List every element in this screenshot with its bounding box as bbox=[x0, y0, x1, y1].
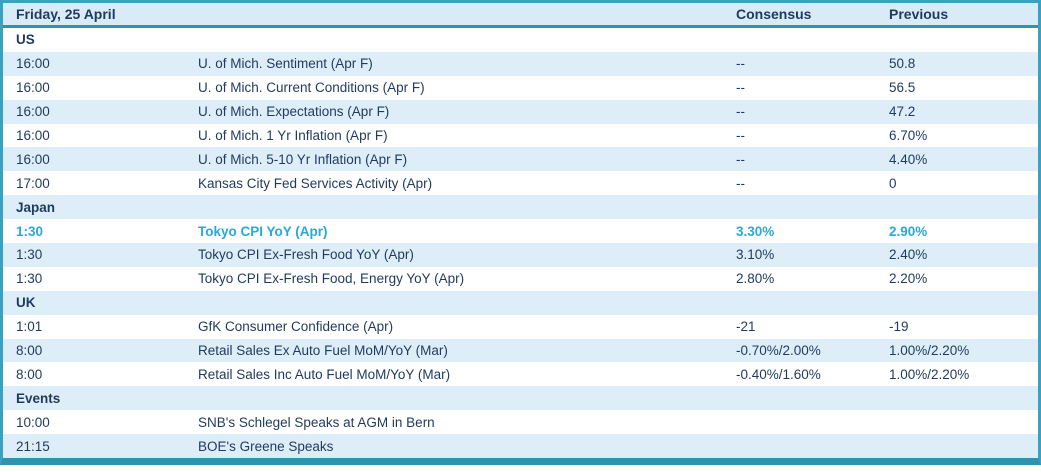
previous-cell: -19 bbox=[889, 319, 909, 335]
consensus-cell: -- bbox=[736, 104, 745, 120]
time-cell: 17:00 bbox=[16, 175, 50, 191]
time-cell: 1:30 bbox=[16, 223, 44, 239]
event-cell: GfK Consumer Confidence (Apr) bbox=[198, 319, 394, 335]
time-cell: 16:00 bbox=[16, 151, 50, 167]
table-row: 16:00 U. of Mich. 1 Yr Inflation (Apr F) -… bbox=[3, 123, 1038, 148]
previous-cell: 4.40% bbox=[889, 151, 928, 167]
time-cell: 1:30 bbox=[16, 271, 43, 287]
section-row-uk: UK bbox=[3, 290, 1038, 315]
consensus-cell: 3.30% bbox=[736, 223, 775, 239]
table-row: 1:01 GfK Consumer Confidence (Apr) -21 -19 bbox=[3, 314, 1038, 339]
table-body: US 16:00 U. of Mich. Sentiment (Apr F) -- 50… bbox=[3, 28, 1038, 459]
date-header: Friday, 25 April bbox=[16, 6, 116, 22]
previous-cell: 50.8 bbox=[889, 56, 916, 72]
previous-cell: 2.20% bbox=[889, 271, 928, 287]
previous-cell: 47.2 bbox=[889, 104, 916, 120]
section-label: US bbox=[16, 32, 35, 48]
event-cell: SNB's Schlegel Speaks at AGM in Bern bbox=[198, 414, 435, 430]
section-label: Japan bbox=[16, 199, 56, 215]
previous-cell: 56.5 bbox=[889, 80, 916, 96]
table-row: 8:00 Retail Sales Inc Auto Fuel MoM/YoY (… bbox=[3, 362, 1038, 387]
table-row: 21:15 BOE's Greene Speaks bbox=[3, 434, 1038, 459]
previous-column-header: Previous bbox=[889, 6, 949, 22]
table-row: 8:00 Retail Sales Ex Auto Fuel MoM/YoY (M… bbox=[3, 338, 1038, 363]
time-cell: 16:00 bbox=[16, 104, 50, 120]
time-cell: 1:30 bbox=[16, 247, 43, 263]
time-cell: 16:00 bbox=[16, 80, 50, 96]
event-cell: Tokyo CPI Ex-Fresh Food, Energy YoY (Apr… bbox=[198, 271, 465, 287]
consensus-cell: -- bbox=[736, 175, 745, 191]
table-row: 16:00 U. of Mich. Sentiment (Apr F) -- 50.8 bbox=[3, 51, 1038, 76]
event-cell: U. of Mich. Expectations (Apr F) bbox=[198, 104, 390, 120]
consensus-cell: -- bbox=[736, 151, 745, 167]
time-cell: 21:15 bbox=[16, 438, 50, 454]
previous-cell: 2.90% bbox=[889, 223, 928, 239]
consensus-cell: -- bbox=[736, 128, 745, 143]
table-row: 10:00 SNB's Schlegel Speaks at AGM in Ber… bbox=[3, 410, 1038, 435]
section-row-us: US bbox=[3, 28, 1038, 52]
consensus-cell: 2.80% bbox=[736, 271, 775, 287]
previous-cell: 6.70% bbox=[889, 128, 928, 143]
table-row: 1:30 Tokyo CPI YoY (Apr) 3.30% 2.90% bbox=[3, 219, 1038, 244]
event-cell: U. of Mich. 1 Yr Inflation (Apr F) bbox=[198, 128, 388, 143]
time-cell: 1:01 bbox=[16, 319, 43, 335]
table-row: 1:30 Tokyo CPI Ex-Fresh Food, Energy YoY … bbox=[3, 266, 1038, 291]
section-label: Events bbox=[16, 390, 61, 406]
time-cell: 16:00 bbox=[16, 56, 50, 72]
consensus-cell: -0.40%/1.60% bbox=[736, 366, 821, 382]
consensus-cell: -- bbox=[736, 56, 745, 72]
consensus-cell: -- bbox=[736, 80, 745, 96]
time-cell: 16:00 bbox=[16, 128, 50, 143]
event-cell: Retail Sales Ex Auto Fuel MoM/YoY (Mar) bbox=[198, 343, 448, 359]
consensus-cell: 3.10% bbox=[736, 247, 775, 263]
table-row: 16:00 U. of Mich. 5-10 Yr Inflation (Apr … bbox=[3, 147, 1038, 172]
event-cell: Tokyo CPI YoY (Apr) bbox=[198, 223, 328, 239]
section-row-japan: Japan bbox=[3, 195, 1038, 220]
previous-cell: 2.40% bbox=[889, 247, 928, 263]
previous-cell: 0 bbox=[889, 175, 897, 191]
table-header-row: Friday, 25 April Consensus Previous bbox=[3, 3, 1038, 28]
time-cell: 10:00 bbox=[16, 414, 50, 430]
consensus-cell: -21 bbox=[736, 319, 756, 335]
section-row-events: Events bbox=[3, 386, 1038, 411]
event-cell: BOE's Greene Speaks bbox=[198, 438, 334, 454]
previous-cell: 1.00%/2.20% bbox=[889, 366, 970, 382]
event-cell: Kansas City Fed Services Activity (Apr) bbox=[198, 175, 433, 191]
event-cell: U. of Mich. Sentiment (Apr F) bbox=[198, 56, 373, 72]
table-row: 17:00 Kansas City Fed Services Activity (… bbox=[3, 171, 1038, 196]
consensus-cell: -0.70%/2.00% bbox=[736, 343, 821, 359]
previous-cell: 1.00%/2.20% bbox=[889, 343, 970, 359]
time-cell: 8:00 bbox=[16, 366, 43, 382]
event-cell: U. of Mich. Current Conditions (Apr F) bbox=[198, 80, 425, 96]
event-cell: U. of Mich. 5-10 Yr Inflation (Apr F) bbox=[198, 151, 408, 167]
table-row: 16:00 U. of Mich. Current Conditions (Apr… bbox=[3, 75, 1038, 100]
consensus-column-header: Consensus bbox=[736, 6, 812, 22]
section-label: UK bbox=[16, 295, 36, 311]
table-row: 1:30 Tokyo CPI Ex-Fresh Food YoY (Apr) 3.1… bbox=[3, 243, 1038, 267]
event-cell: Tokyo CPI Ex-Fresh Food YoY (Apr) bbox=[198, 247, 414, 263]
event-cell: Retail Sales Inc Auto Fuel MoM/YoY (Mar) bbox=[198, 366, 451, 382]
table-row: 16:00 U. of Mich. Expectations (Apr F) -- 4… bbox=[3, 99, 1038, 124]
time-cell: 8:00 bbox=[16, 343, 43, 359]
